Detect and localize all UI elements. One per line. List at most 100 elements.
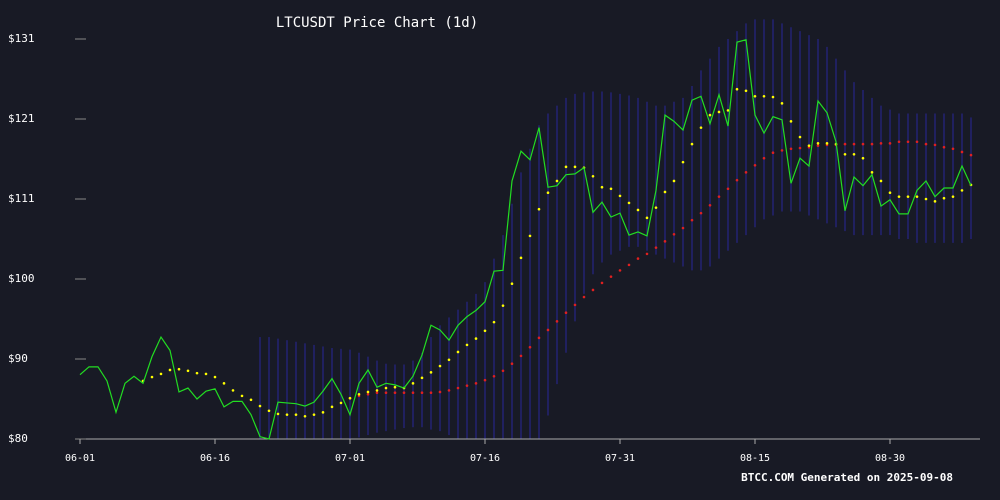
ma-dot xyxy=(771,151,775,155)
bands xyxy=(259,19,972,439)
ma-dot xyxy=(726,109,730,112)
ma-dot xyxy=(636,208,640,212)
ma-dot xyxy=(222,382,226,385)
y-tick-label: $80 xyxy=(8,432,28,445)
chart-title: LTCUSDT Price Chart (1d) xyxy=(276,15,478,31)
ma-dot xyxy=(951,147,955,151)
ma-dot xyxy=(258,404,262,408)
ma-dot xyxy=(591,288,595,292)
ma-dot xyxy=(591,174,595,178)
ma-dot xyxy=(942,145,946,149)
ma-dot xyxy=(600,281,604,285)
ma-dot xyxy=(384,391,388,395)
ma-dot xyxy=(861,156,865,160)
ma-dot xyxy=(519,354,523,358)
ma-dot xyxy=(555,320,559,323)
x-tick-label: 06-01 xyxy=(65,453,95,464)
y-tick-label: $111 xyxy=(8,192,35,205)
ma-dot xyxy=(348,396,352,400)
ma-dot xyxy=(411,391,415,395)
ma-dot xyxy=(645,216,649,220)
ma-dot xyxy=(609,187,613,191)
ma-dot xyxy=(501,304,505,307)
ma-dot xyxy=(699,211,703,215)
ma-dot xyxy=(780,102,784,105)
ma-dot xyxy=(627,263,631,267)
ma-dot xyxy=(339,401,343,405)
ma-dot xyxy=(573,165,577,169)
footer: BTCC.COM Generated on 2025-09-08 xyxy=(741,471,953,484)
ma-dot xyxy=(807,144,811,147)
ma-dot xyxy=(942,196,946,200)
ma-dot xyxy=(699,126,703,129)
ma-dot xyxy=(438,364,442,368)
ma-dot xyxy=(195,371,199,375)
ma-dot xyxy=(690,142,694,146)
ma-dot xyxy=(609,275,613,278)
ma-dot xyxy=(708,203,712,207)
ma-dot xyxy=(492,320,496,324)
ma-dot xyxy=(501,369,505,373)
x-tick-label: 07-01 xyxy=(335,453,365,464)
ma-dot xyxy=(843,142,847,146)
ma-dot xyxy=(663,190,667,194)
ma-dot xyxy=(753,163,757,167)
ma-dot xyxy=(411,382,415,385)
ma-dot xyxy=(213,375,217,379)
ma-dot xyxy=(654,206,658,209)
ma-dot xyxy=(420,376,424,380)
ma-dot xyxy=(384,386,388,390)
ma-dot xyxy=(744,89,748,93)
ma-dot xyxy=(933,200,937,203)
ma-dot xyxy=(879,142,883,145)
ma-dot xyxy=(717,110,721,114)
ma-dot xyxy=(870,142,874,146)
ma-dot xyxy=(249,398,253,402)
y-tick-label: $121 xyxy=(8,112,35,125)
ma-dot xyxy=(312,413,316,416)
ma-dot xyxy=(897,195,901,198)
ma-dot xyxy=(789,120,793,123)
x-tick-label: 08-15 xyxy=(740,453,770,464)
ma-dot xyxy=(546,328,550,332)
ma-dot xyxy=(753,94,757,98)
ma-dot xyxy=(510,362,514,366)
ma-dot xyxy=(231,389,235,392)
ma-dot xyxy=(186,369,190,373)
ma-dot xyxy=(825,142,829,145)
ma-dot xyxy=(582,295,586,299)
ma-dot xyxy=(447,358,451,362)
ma-dot xyxy=(798,146,802,150)
ma-dot xyxy=(420,391,424,395)
ma-dot xyxy=(798,135,802,139)
ma-dot xyxy=(879,179,883,183)
ma-dot xyxy=(636,257,640,260)
ma-dot xyxy=(663,240,667,243)
x-tick-label: 07-31 xyxy=(605,453,635,464)
ma-dot xyxy=(780,149,784,152)
ma-dot xyxy=(681,160,685,164)
ma-dot xyxy=(600,185,604,189)
ma-dot xyxy=(735,178,739,182)
ma-dot xyxy=(240,394,244,398)
ma-dot xyxy=(618,194,622,198)
ma-dot xyxy=(852,152,856,156)
ma-dot xyxy=(150,375,154,379)
y-tick-label: $100 xyxy=(8,272,35,285)
ma-dot xyxy=(429,391,433,395)
ma-dot xyxy=(897,140,901,144)
ma-dot xyxy=(528,234,532,238)
ma-dot xyxy=(771,95,775,99)
ma-dot xyxy=(924,197,928,201)
x-tick-label: 06-16 xyxy=(200,453,230,464)
ma-dot xyxy=(906,195,910,198)
ma-dot xyxy=(168,368,172,372)
ma-dot xyxy=(267,409,271,413)
ma-dot xyxy=(555,179,559,183)
ma-dot xyxy=(537,336,541,340)
ma-dot xyxy=(510,282,514,286)
ma-dot xyxy=(744,171,748,174)
ma-dot xyxy=(762,94,766,98)
ma-dot xyxy=(465,343,469,347)
